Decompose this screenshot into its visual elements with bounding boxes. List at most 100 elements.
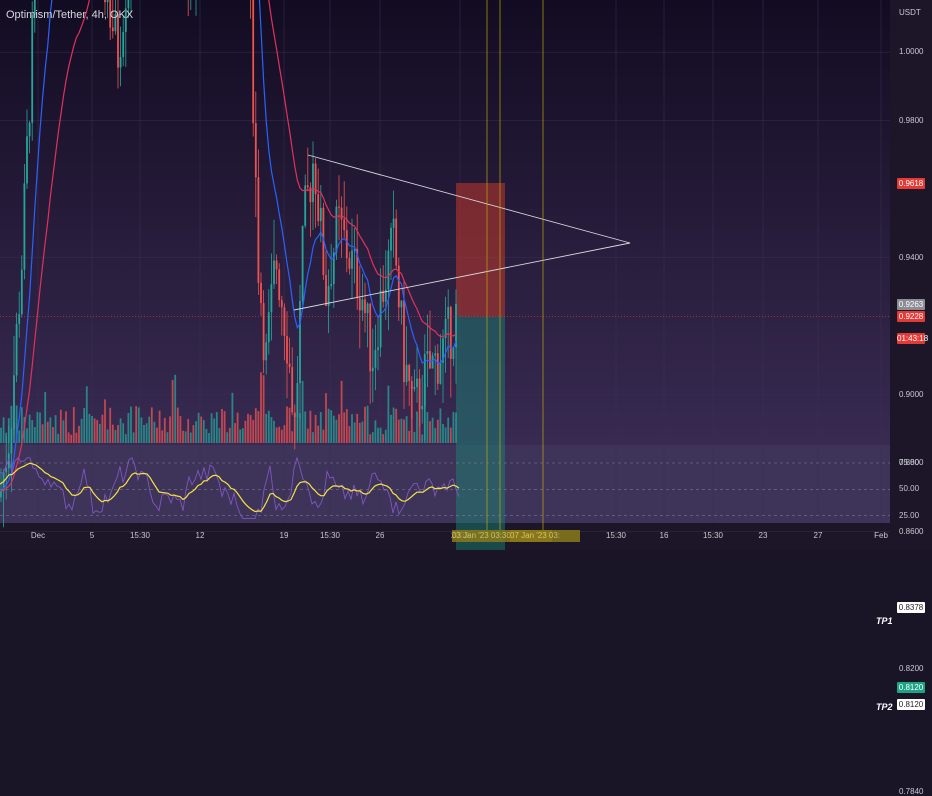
- candle-body: [23, 183, 26, 270]
- volume-bar: [436, 419, 439, 443]
- volume-bar: [223, 411, 226, 443]
- volume-bar: [280, 429, 283, 443]
- volume-bar: [314, 414, 317, 443]
- volume-bar: [390, 414, 392, 443]
- volume-bar: [130, 406, 132, 443]
- candle-body: [429, 351, 431, 369]
- time-axis-label: 5: [89, 531, 95, 540]
- volume-bar: [70, 434, 73, 443]
- candle-body: [356, 248, 359, 298]
- volume-bar: [44, 391, 47, 443]
- price-badge: 0.8120: [897, 682, 925, 693]
- take-profit-label[interactable]: TP2: [876, 702, 893, 713]
- price-axis-label: 0.8200: [899, 663, 924, 673]
- volume-bar: [249, 415, 252, 443]
- candle-body: [26, 136, 28, 184]
- volume-bar: [371, 432, 374, 443]
- price-badge: 01:43:18: [897, 333, 929, 345]
- volume-bar: [143, 424, 145, 443]
- volume-bar: [447, 417, 450, 443]
- time-axis-label: 26: [375, 531, 385, 540]
- candle-body: [288, 363, 291, 368]
- price-axis-label: 0.8600: [899, 526, 924, 536]
- candle-body: [111, 27, 114, 32]
- volume-bar: [330, 410, 333, 443]
- volume-bar: [33, 427, 36, 443]
- volume-bar: [135, 406, 138, 443]
- volume-bar: [124, 434, 127, 443]
- time-axis-label: Feb: [874, 531, 888, 540]
- candle-body: [392, 218, 395, 228]
- volume-bar: [0, 427, 2, 443]
- candle-body: [452, 347, 455, 360]
- rsi-pane-background: [0, 445, 890, 523]
- volume-bar: [161, 430, 164, 443]
- volume-bar: [140, 417, 143, 443]
- candle-body: [340, 207, 343, 220]
- candle-body: [306, 185, 309, 188]
- volume-bar: [325, 393, 327, 443]
- volume-bar: [275, 427, 278, 443]
- candle-body: [410, 380, 413, 389]
- candle-body: [283, 307, 286, 337]
- volume-bar: [309, 410, 312, 443]
- volume-bar: [322, 429, 325, 443]
- volume-bar: [117, 425, 119, 443]
- volume-bar: [171, 379, 174, 443]
- volume-bar: [452, 411, 455, 443]
- candle-body: [405, 364, 408, 383]
- candle-body: [332, 252, 335, 285]
- volume-bar: [169, 416, 171, 443]
- candle-body: [31, 14, 34, 123]
- time-axis-label: 23: [758, 531, 768, 540]
- volume-bar: [444, 427, 447, 443]
- volume-bar: [340, 380, 343, 443]
- volume-bar: [345, 409, 348, 443]
- volume-bar: [2, 417, 5, 443]
- volume-bar: [28, 414, 31, 443]
- volume-bar: [54, 415, 57, 443]
- volume-bar: [356, 413, 359, 443]
- volume-bar: [176, 407, 179, 443]
- candle-body: [304, 185, 307, 226]
- price-chart[interactable]: [0, 0, 932, 550]
- volume-bar: [31, 420, 34, 443]
- price-badge: 0.8120: [897, 699, 925, 711]
- candle-body: [312, 163, 314, 203]
- candle-body: [426, 351, 429, 354]
- volume-bar: [221, 408, 223, 443]
- candle-body: [257, 177, 260, 283]
- price-scale-background: [890, 0, 932, 550]
- take-profit-label[interactable]: TP1: [876, 616, 893, 627]
- rsi-axis-label: 25.00: [899, 510, 920, 520]
- volume-bar: [132, 432, 135, 443]
- price-badge: 0.9263: [897, 299, 925, 311]
- volume-bar: [397, 419, 400, 443]
- volume-bar: [192, 425, 195, 443]
- volume-bar: [218, 428, 221, 443]
- volume-bar: [67, 432, 70, 443]
- volume-bar: [26, 428, 28, 443]
- volume-bar: [46, 421, 49, 443]
- volume-bar: [153, 421, 156, 443]
- candle-body: [267, 312, 270, 343]
- candle-body: [327, 285, 330, 307]
- time-axis-label: 15:30: [605, 531, 627, 540]
- time-axis-label: 15:30: [702, 531, 724, 540]
- time-stamp-time-2: 03:: [548, 531, 561, 540]
- candle-body: [5, 468, 8, 473]
- symbol-title[interactable]: Optimism/Tether, 4h, OKX: [6, 9, 134, 21]
- rsi-axis-label: 75.00: [899, 458, 920, 467]
- volume-bar: [265, 413, 268, 443]
- candle-body: [387, 250, 390, 290]
- volume-bar: [408, 430, 411, 443]
- volume-bar: [319, 412, 322, 443]
- candle-body: [436, 353, 439, 384]
- candle-body: [314, 163, 317, 195]
- candle-body: [322, 207, 325, 275]
- candle-body: [413, 387, 416, 389]
- volume-bar: [257, 411, 260, 443]
- candle-body: [28, 122, 31, 137]
- volume-bar: [213, 418, 216, 443]
